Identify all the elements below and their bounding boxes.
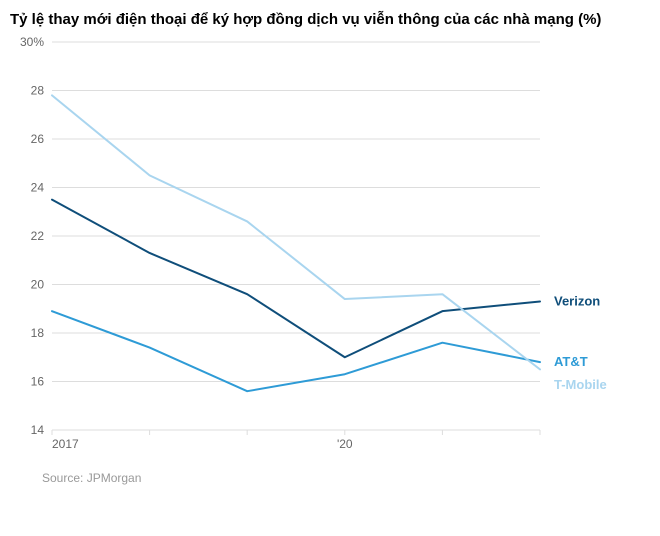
chart-area: 14 16 18 20 22 24 26 28 30% 2017 '20 Verizon AT&T T-M… <box>10 30 650 465</box>
legend-label-at-t: AT&T <box>554 354 588 369</box>
y-axis-label: 28 <box>31 84 45 98</box>
x-axis-label: 2017 <box>52 437 79 451</box>
series-line-t-mobile <box>52 96 540 370</box>
legend-label-verizon: Verizon <box>554 294 600 309</box>
line-chart-svg: 14 16 18 20 22 24 26 28 30% 2017 '20 Verizon AT&T T-M… <box>10 30 650 460</box>
chart-title: Tỷ lệ thay mới điện thoại để ký hợp đồng… <box>10 10 650 30</box>
y-axis-label: 22 <box>31 229 45 243</box>
y-axis-label: 16 <box>31 375 45 389</box>
y-axis-label: 18 <box>31 326 45 340</box>
x-axis-label: '20 <box>337 437 353 451</box>
source-text: Source: JPMorgan <box>42 471 650 485</box>
series-line-verizon <box>52 200 540 358</box>
y-axis-label: 26 <box>31 132 45 146</box>
y-axis-label: 30% <box>20 35 44 49</box>
series-line-at-t <box>52 311 540 391</box>
y-axis-label: 24 <box>31 181 45 195</box>
y-axis-label: 14 <box>31 423 45 437</box>
legend-label-t-mobile: T-Mobile <box>554 377 607 392</box>
y-axis-label: 20 <box>31 278 45 292</box>
